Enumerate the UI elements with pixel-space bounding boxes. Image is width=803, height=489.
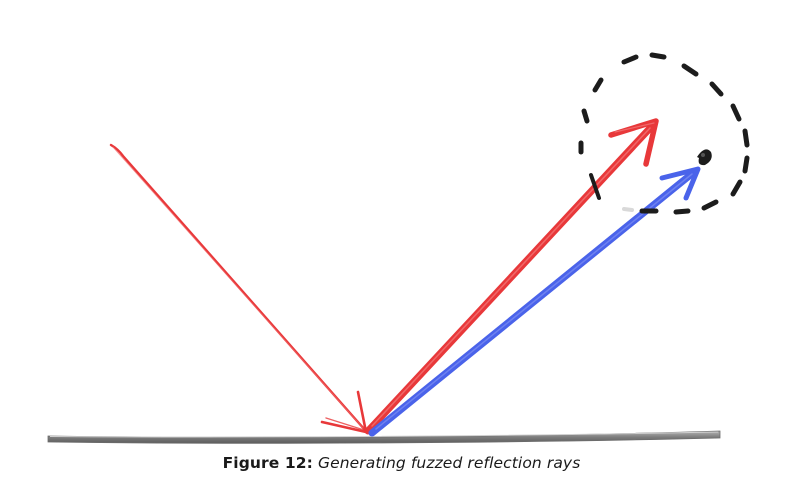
reflected-ray	[364, 118, 659, 435]
fuzzed-reflection-ray	[368, 166, 701, 437]
figure-caption: Figure 12: Generating fuzzed reflection …	[0, 454, 803, 472]
fuzz-sphere-center	[697, 149, 712, 166]
surface	[47, 430, 721, 444]
fuzz-sphere	[578, 52, 750, 215]
incident-ray	[109, 143, 368, 434]
caption-text: Generating fuzzed reflection rays	[318, 454, 581, 472]
caption-label: Figure 12:	[222, 454, 313, 472]
